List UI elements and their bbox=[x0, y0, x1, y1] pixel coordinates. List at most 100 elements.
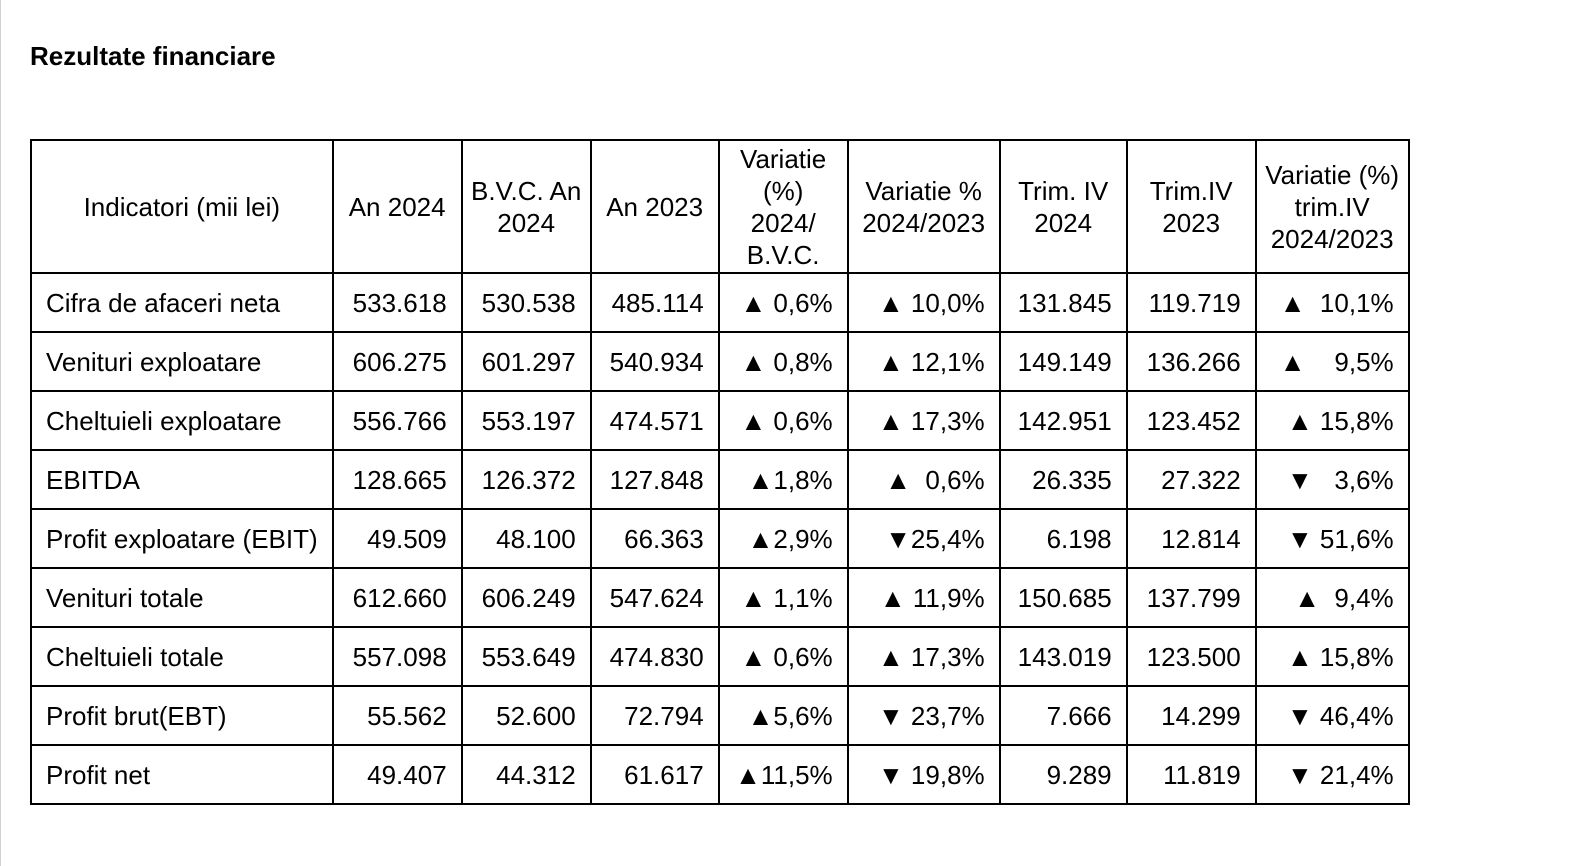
table-cell: 119.719 bbox=[1125, 272, 1257, 333]
variation-cell: ▲5,6% bbox=[717, 685, 849, 746]
table-cell: 11.819 bbox=[1125, 744, 1257, 805]
table-cell: 7.666 bbox=[998, 685, 1128, 746]
variation-cell: ▲ 10,1% bbox=[1254, 272, 1410, 333]
table-cell: 137.799 bbox=[1125, 567, 1257, 628]
header-an-2024: An 2024 bbox=[331, 139, 463, 274]
table-cell: 72.794 bbox=[589, 685, 720, 746]
variation-cell: ▲ 15,8% bbox=[1254, 626, 1410, 687]
header-bvc-2024: B.V.C. An 2024 bbox=[460, 139, 592, 274]
variation-cell: ▼25,4% bbox=[846, 508, 1001, 569]
table-cell: 612.660 bbox=[331, 567, 463, 628]
row-label: Venituri exploatare bbox=[30, 331, 334, 392]
variation-cell: ▼ 46,4% bbox=[1254, 685, 1410, 746]
table-header-row: Indicatori (mii lei) An 2024 B.V.C. An 2… bbox=[30, 139, 1410, 274]
table-cell: 52.600 bbox=[460, 685, 592, 746]
table-cell: 553.649 bbox=[460, 626, 592, 687]
table-row: Profit exploatare (EBIT) 49.509 48.100 6… bbox=[30, 508, 1410, 569]
header-trim-iv-2023: Trim.IV 2023 bbox=[1125, 139, 1257, 274]
table-cell: 66.363 bbox=[589, 508, 720, 569]
header-trim-iv-2024: Trim. IV 2024 bbox=[998, 139, 1128, 274]
header-indicator: Indicatori (mii lei) bbox=[30, 139, 334, 274]
variation-cell: ▼ 19,8% bbox=[846, 744, 1001, 805]
table-row: Venituri exploatare 606.275 601.297 540.… bbox=[30, 331, 1410, 392]
table-cell: 149.149 bbox=[998, 331, 1128, 392]
table-cell: 474.830 bbox=[589, 626, 720, 687]
row-label: Cheltuieli exploatare bbox=[30, 390, 334, 451]
variation-cell: ▲ 0,6% bbox=[717, 390, 849, 451]
table-cell: 61.617 bbox=[589, 744, 720, 805]
table-cell: 9.289 bbox=[998, 744, 1128, 805]
variation-cell: ▲ 0,6% bbox=[717, 272, 849, 333]
financial-results-table: Indicatori (mii lei) An 2024 B.V.C. An 2… bbox=[30, 139, 1410, 805]
variation-cell: ▲ 0,6% bbox=[846, 449, 1001, 510]
row-label: Cifra de afaceri neta bbox=[30, 272, 334, 333]
variation-cell: ▲ 10,0% bbox=[846, 272, 1001, 333]
table-cell: 44.312 bbox=[460, 744, 592, 805]
table-cell: 49.407 bbox=[331, 744, 463, 805]
page-left-border bbox=[0, 0, 1, 866]
table-cell: 485.114 bbox=[589, 272, 720, 333]
table-cell: 123.452 bbox=[1125, 390, 1257, 451]
table-row: Cheltuieli totale 557.098 553.649 474.83… bbox=[30, 626, 1410, 687]
variation-cell: ▲2,9% bbox=[717, 508, 849, 569]
header-variatie-bvc: Variatie (%) 2024/ B.V.C. bbox=[717, 139, 849, 274]
table-cell: 601.297 bbox=[460, 331, 592, 392]
table-row: EBITDA 128.665 126.372 127.848 ▲1,8% ▲ 0… bbox=[30, 449, 1410, 510]
table-cell: 474.571 bbox=[589, 390, 720, 451]
variation-cell: ▼ 51,6% bbox=[1254, 508, 1410, 569]
variation-cell: ▲ 12,1% bbox=[846, 331, 1001, 392]
table-cell: 533.618 bbox=[331, 272, 463, 333]
table-cell: 540.934 bbox=[589, 331, 720, 392]
table-cell: 48.100 bbox=[460, 508, 592, 569]
variation-cell: ▲ 0,6% bbox=[717, 626, 849, 687]
table-cell: 136.266 bbox=[1125, 331, 1257, 392]
variation-cell: ▲ 17,3% bbox=[846, 390, 1001, 451]
page-title: Rezultate financiare bbox=[30, 41, 276, 71]
table-cell: 49.509 bbox=[331, 508, 463, 569]
variation-cell: ▲ 11,9% bbox=[846, 567, 1001, 628]
row-label: Profit exploatare (EBIT) bbox=[30, 508, 334, 569]
table-cell: 606.249 bbox=[460, 567, 592, 628]
row-label: Profit brut(EBT) bbox=[30, 685, 334, 746]
variation-cell: ▼ 23,7% bbox=[846, 685, 1001, 746]
table-row: Cifra de afaceri neta 533.618 530.538 48… bbox=[30, 272, 1410, 333]
table-cell: 55.562 bbox=[331, 685, 463, 746]
table-cell: 128.665 bbox=[331, 449, 463, 510]
variation-cell: ▲ 9,5% bbox=[1254, 331, 1410, 392]
table-cell: 150.685 bbox=[998, 567, 1128, 628]
variation-cell: ▲ 15,8% bbox=[1254, 390, 1410, 451]
variation-cell: ▲ 1,1% bbox=[717, 567, 849, 628]
table-row: Cheltuieli exploatare 556.766 553.197 47… bbox=[30, 390, 1410, 451]
variation-cell: ▲ 9,4% bbox=[1254, 567, 1410, 628]
variation-cell: ▼ 3,6% bbox=[1254, 449, 1410, 510]
table-cell: 131.845 bbox=[998, 272, 1128, 333]
table-row: Profit net 49.407 44.312 61.617 ▲11,5% ▼… bbox=[30, 744, 1410, 805]
header-an-2023: An 2023 bbox=[589, 139, 720, 274]
variation-cell: ▲11,5% bbox=[717, 744, 849, 805]
table-cell: 27.322 bbox=[1125, 449, 1257, 510]
table-cell: 530.538 bbox=[460, 272, 592, 333]
table-cell: 6.198 bbox=[998, 508, 1128, 569]
variation-cell: ▲1,8% bbox=[717, 449, 849, 510]
table-cell: 126.372 bbox=[460, 449, 592, 510]
table-cell: 12.814 bbox=[1125, 508, 1257, 569]
row-label: Venituri totale bbox=[30, 567, 334, 628]
table-cell: 127.848 bbox=[589, 449, 720, 510]
table-cell: 606.275 bbox=[331, 331, 463, 392]
table-cell: 557.098 bbox=[331, 626, 463, 687]
header-variatie-2024-2023: Variatie % 2024/2023 bbox=[846, 139, 1001, 274]
variation-cell: ▼ 21,4% bbox=[1254, 744, 1410, 805]
table-cell: 142.951 bbox=[998, 390, 1128, 451]
row-label: EBITDA bbox=[30, 449, 334, 510]
row-label: Profit net bbox=[30, 744, 334, 805]
header-variatie-trim-iv: Variatie (%) trim.IV 2024/2023 bbox=[1254, 139, 1410, 274]
table-cell: 123.500 bbox=[1125, 626, 1257, 687]
table-cell: 553.197 bbox=[460, 390, 592, 451]
variation-cell: ▲ 0,8% bbox=[717, 331, 849, 392]
table-row: Venituri totale 612.660 606.249 547.624 … bbox=[30, 567, 1410, 628]
table-cell: 26.335 bbox=[998, 449, 1128, 510]
table-cell: 547.624 bbox=[589, 567, 720, 628]
row-label: Cheltuieli totale bbox=[30, 626, 334, 687]
table-cell: 14.299 bbox=[1125, 685, 1257, 746]
variation-cell: ▲ 17,3% bbox=[846, 626, 1001, 687]
